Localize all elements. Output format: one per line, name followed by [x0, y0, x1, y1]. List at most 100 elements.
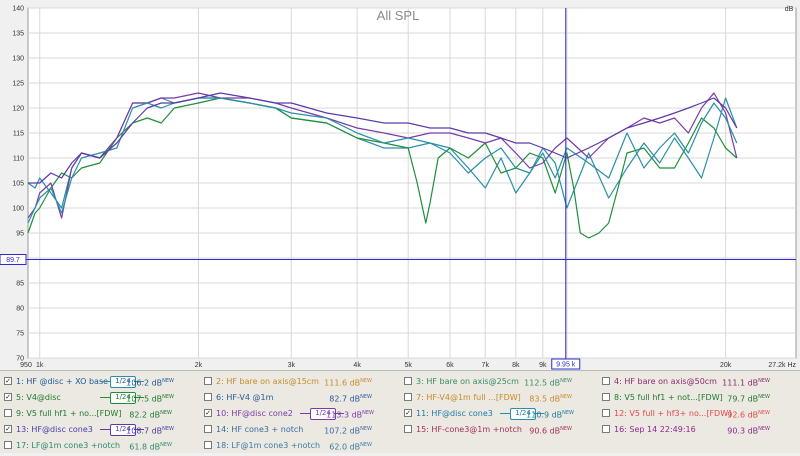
legend-number: 15: — [416, 425, 429, 434]
x-tick-label: 6k — [446, 362, 454, 369]
legend-number: 3: — [416, 377, 424, 386]
cursor[interactable]: 89.7 9.95 k — [0, 8, 796, 370]
x-tick-label: 1k — [36, 362, 44, 369]
legend-checkbox[interactable]: ✓ — [4, 393, 12, 401]
legend-item[interactable]: ✓ 11: HF@disc cone3 1/24 110.9 dBNEW — [404, 405, 596, 422]
cursor-x-readout-box — [551, 358, 581, 370]
legend-value: 113.3 dBNEW — [316, 405, 374, 424]
legend-item[interactable]: 15: HF-cone3@1m +notch 90.6 dBNEW — [404, 421, 596, 438]
legend-label: 8: V5 full hf1 + not...[FDW] — [614, 389, 723, 406]
y-tick-label: 125 — [12, 81, 24, 88]
legend-line-swatch — [100, 429, 110, 430]
legend-item[interactable]: 14: HF cone3 + notch 107.2 dBNEW — [204, 421, 396, 438]
legend-checkbox[interactable] — [204, 425, 212, 433]
legend-item[interactable]: ✓ 10: HF@disc cone2 1/24 113.3 dBNEW — [204, 405, 396, 422]
legend-name: HF-V4 @1m — [226, 393, 274, 402]
x-tick-label: 9k — [539, 362, 547, 369]
legend-name: HF cone3 + notch — [231, 425, 304, 434]
smoothing-button[interactable]: 1/24 — [510, 408, 536, 420]
legend-value-text: 90.6 dB — [529, 426, 561, 436]
legend-number: 4: — [614, 377, 622, 386]
legend-item[interactable]: 3: HF bare on axis@25cm 112.5 dBNEW — [404, 373, 596, 390]
smoothing-button[interactable]: 1/24 — [110, 376, 136, 388]
legend-name: LF@1m cone3 +notch — [231, 441, 321, 450]
smoothing-button[interactable]: 1/24 — [110, 424, 136, 436]
legend-value: 79.7 dBNEW — [712, 389, 770, 408]
cursor-y-readout-box — [0, 254, 27, 265]
new-tag: NEW — [758, 378, 770, 384]
legend-checkbox[interactable] — [4, 441, 12, 449]
legend-value: 107.5 dBNEW — [116, 389, 174, 408]
legend-item[interactable]: ✓ 1: HF @disc + XO base 1/24 106.2 dBNEW — [4, 373, 196, 390]
legend-item[interactable]: 18: LF@1m cone3 +notch 62.0 dBNEW — [204, 437, 396, 454]
new-tag: NEW — [560, 378, 572, 384]
legend-checkbox[interactable] — [602, 425, 610, 433]
new-tag: NEW — [162, 394, 174, 400]
legend-item[interactable]: 9: V5 full hf1 + no...[FDW] 82.2 dBNEW — [4, 405, 196, 422]
legend-name: V5 full hf1 + no...[FDW] — [26, 409, 122, 418]
new-tag: NEW — [162, 426, 174, 432]
legend-name: Sep 14 22:49:16 — [629, 425, 696, 434]
x-tick-label: 20k — [720, 362, 732, 369]
spl-graph[interactable]: 140135130125120115110105100959085807570 … — [0, 0, 800, 370]
legend-checkbox[interactable] — [204, 393, 212, 401]
legend-checkbox[interactable]: ✓ — [4, 377, 12, 385]
legend-checkbox[interactable] — [404, 425, 412, 433]
legend-value: 83.5 dBNEW — [514, 389, 572, 408]
new-tag: NEW — [160, 442, 172, 448]
legend-name: HF-V4@1m full ...[FDW] — [426, 393, 521, 402]
legend-label: 17: LF@1m cone3 +notch — [16, 437, 120, 454]
y-tick-label: 115 — [13, 131, 24, 138]
legend-value-text: 82.2 dB — [129, 410, 161, 420]
y-tick-label: 135 — [12, 31, 24, 38]
legend-checkbox[interactable]: ✓ — [204, 409, 212, 417]
smoothing-button[interactable]: 1/24 — [110, 392, 136, 404]
legend-item[interactable]: 8: V5 full hf1 + not...[FDW] 79.7 dBNEW — [602, 389, 794, 406]
legend-name: HF@disc cone3 — [431, 409, 493, 418]
legend-label: 4: HF bare on axis@50cm — [614, 373, 717, 390]
legend-name: HF@disc cone3 — [31, 425, 93, 434]
legend-checkbox[interactable] — [404, 393, 412, 401]
legend-item[interactable]: 7: HF-V4@1m full ...[FDW] 83.5 dBNEW — [404, 389, 596, 406]
legend-value-text: 62.0 dB — [329, 442, 361, 452]
legend-line-swatch — [500, 413, 510, 414]
legend-item[interactable]: 2: HF bare on axis@15cm 111.6 dBNEW — [204, 373, 396, 390]
legend-checkbox[interactable] — [204, 377, 212, 385]
legend-item[interactable]: 17: LF@1m cone3 +notch 61.8 dBNEW — [4, 437, 196, 454]
legend-name: LF@1m cone3 +notch — [31, 441, 121, 450]
legend-checkbox[interactable] — [404, 377, 412, 385]
cursor-y-readout: 89.7 — [6, 257, 20, 264]
legend-checkbox[interactable] — [602, 409, 610, 417]
smoothing-button[interactable]: 1/24 — [310, 408, 336, 420]
legend-checkbox[interactable] — [602, 393, 610, 401]
legend-checkbox[interactable] — [602, 377, 610, 385]
legend-label: 6: HF-V4 @1m — [216, 389, 273, 406]
legend-number: 7: — [416, 393, 424, 402]
legend-value: 61.8 dBNEW — [114, 437, 172, 456]
legend-number: 13: — [16, 425, 29, 434]
legend-checkbox[interactable] — [4, 409, 12, 417]
legend-item[interactable]: 12: V5 full + hf3+ no...[FDW] 92.6 dBNEW — [602, 405, 794, 422]
legend-value: 90.6 dBNEW — [514, 421, 572, 440]
legend-value: 112.5 dBNEW — [514, 373, 572, 392]
y-tick-label: 100 — [12, 206, 24, 213]
legend-checkbox[interactable]: ✓ — [404, 409, 412, 417]
legend-value-text: 61.8 dB — [129, 442, 161, 452]
legend-name: HF-cone3@1m +notch — [431, 425, 522, 434]
new-tag: NEW — [360, 442, 372, 448]
legend-name: V5 full + hf3+ no...[FDW] — [629, 409, 732, 418]
legend-item[interactable]: 16: Sep 14 22:49:16 90.3 dBNEW — [602, 421, 794, 438]
legend-line-swatch — [134, 381, 144, 382]
cursor-x-readout: 9.95 k — [556, 362, 576, 369]
legend-item[interactable]: 6: HF-V4 @1m 82.7 dBNEW — [204, 389, 396, 406]
legend-value-text: 107.2 dB — [324, 426, 361, 436]
new-tag: NEW — [360, 426, 372, 432]
legend-checkbox[interactable]: ✓ — [4, 425, 12, 433]
legend-value: 111.1 dBNEW — [712, 373, 770, 392]
legend-item[interactable]: ✓ 5: V4@disc 1/24 107.5 dBNEW — [4, 389, 196, 406]
legend-checkbox[interactable] — [204, 441, 212, 449]
legend-number: 1: — [16, 377, 24, 386]
legend-item[interactable]: 4: HF bare on axis@50cm 111.1 dBNEW — [602, 373, 794, 390]
legend-item[interactable]: ✓ 13: HF@disc cone3 1/24 108.7 dBNEW — [4, 421, 196, 438]
legend-line-swatch — [134, 429, 144, 430]
